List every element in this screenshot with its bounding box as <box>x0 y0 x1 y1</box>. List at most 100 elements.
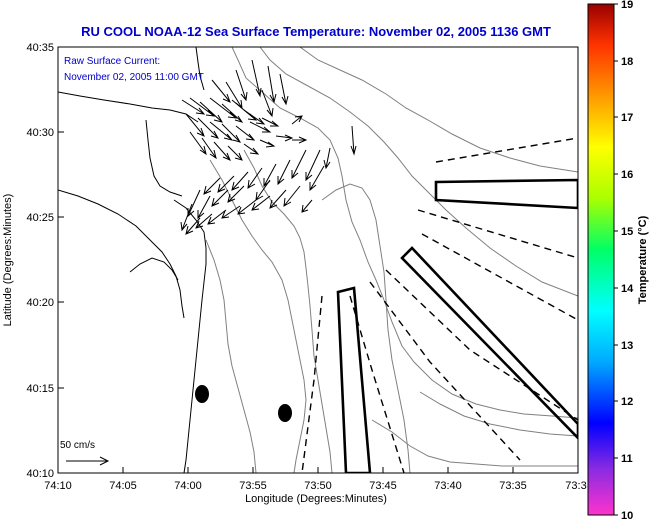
radar-beams <box>336 178 578 473</box>
current-vector <box>221 103 244 123</box>
current-vector <box>267 65 277 104</box>
colorbar-tick-labels: 19 18 17 16 15 14 13 12 11 10 <box>621 0 634 522</box>
current-vector <box>213 141 231 161</box>
bathymetry-contours <box>205 47 578 473</box>
axis-ticks <box>57 46 579 474</box>
colorbar-tick-label: 17 <box>621 112 633 124</box>
current-vector <box>201 137 217 160</box>
colorbar-tick-label: 14 <box>621 283 634 295</box>
current-vector <box>211 189 229 207</box>
current-vector <box>217 175 235 193</box>
colorbar-label: Temperature (°C) <box>637 215 649 304</box>
coast-line <box>58 91 199 123</box>
current-vector <box>189 131 207 156</box>
current-vector <box>221 205 241 219</box>
annotation-line-1: Raw Surface Current: <box>64 56 160 67</box>
beam-outline <box>336 286 372 473</box>
x-tick-label: 74:05 <box>109 480 137 492</box>
y-tick-labels: 40:35 40:30 40:25 40:20 40:15 40:10 <box>26 42 54 480</box>
coast-line <box>129 257 179 281</box>
annotation-line-2: November 02, 2005 11:00 GMT <box>64 72 204 83</box>
map-plot: Raw Surface Current: November 02, 2005 1… <box>58 47 578 473</box>
contour-line <box>299 47 578 173</box>
y-tick-label: 40:20 <box>26 297 54 309</box>
dashed-line <box>385 269 578 421</box>
station-marker <box>278 404 292 422</box>
current-vector <box>251 59 262 98</box>
current-vector <box>305 149 321 182</box>
current-vector <box>227 145 243 161</box>
current-vector <box>235 69 248 102</box>
colorbar-tick-label: 15 <box>621 226 633 238</box>
contour-line <box>371 419 578 467</box>
map-title: RU COOL NOAA-12 Sea Surface Temperature:… <box>81 24 551 39</box>
colorbar-tick-label: 13 <box>621 340 633 352</box>
current-vector <box>301 199 313 213</box>
scale-arrow <box>66 456 110 466</box>
current-vector <box>277 159 291 186</box>
current-vector <box>261 117 280 127</box>
current-vector <box>283 185 301 207</box>
contour-line <box>321 183 411 473</box>
current-vector <box>189 97 216 117</box>
current-vector <box>231 171 249 191</box>
y-tick-label: 40:25 <box>26 212 54 224</box>
current-vector <box>292 136 308 144</box>
current-vector <box>243 143 260 155</box>
current-vector <box>211 79 231 103</box>
colorbar-tick-label: 18 <box>621 56 633 68</box>
x-tick-labels: 74:10 74:05 74:00 73:55 73:50 73:45 73:4… <box>44 480 586 492</box>
y-tick-label: 40:30 <box>26 127 54 139</box>
coast-line <box>145 119 183 197</box>
contour-line <box>419 391 578 437</box>
current-vector <box>227 185 245 203</box>
colorbar <box>587 3 615 516</box>
current-vector <box>225 81 243 110</box>
contour-line <box>259 47 578 297</box>
current-vector <box>251 195 271 211</box>
x-tick-label: 74:10 <box>44 480 72 492</box>
colorbar-tick-label: 12 <box>621 396 633 408</box>
x-tick-label: 73:35 <box>499 480 527 492</box>
beam-outline <box>400 246 578 440</box>
current-vector <box>275 134 294 142</box>
current-vector <box>237 199 257 215</box>
current-vector <box>350 125 357 156</box>
y-tick-label: 40:15 <box>26 383 54 395</box>
current-vector <box>291 115 303 125</box>
x-tick-label: 73:3 <box>565 480 586 492</box>
contour-line <box>205 239 257 473</box>
current-vector <box>243 109 266 125</box>
dashed-line <box>435 137 578 163</box>
contour-line <box>231 47 578 419</box>
dashed-line <box>421 233 578 321</box>
current-vector <box>180 203 193 232</box>
x-tick-label: 73:45 <box>369 480 397 492</box>
beam-outline <box>434 178 578 210</box>
y-tick-label: 40:35 <box>26 42 54 54</box>
current-vector <box>255 179 271 201</box>
x-tick-label: 73:40 <box>434 480 462 492</box>
current-vector <box>221 123 242 143</box>
dashed-line <box>301 295 323 473</box>
current-vector <box>181 99 206 115</box>
station-marker <box>195 385 209 403</box>
coast-line <box>173 199 207 473</box>
dashed-line <box>417 209 578 259</box>
x-tick-label: 74:00 <box>174 480 202 492</box>
scale-label: 50 cm/s <box>60 440 95 451</box>
y-tick-label: 40:10 <box>26 468 54 480</box>
dashed-line <box>369 281 521 461</box>
colorbar-tick-label: 11 <box>621 453 633 465</box>
contour-line <box>243 149 333 473</box>
current-vector <box>209 121 234 141</box>
colorbar-tick-label: 10 <box>621 510 633 519</box>
current-vector <box>197 117 220 139</box>
plot-frame <box>57 46 579 474</box>
colorbar-tick-label: 16 <box>621 169 633 181</box>
y-axis-label: Latitude (Degrees:Minutes) <box>2 194 14 327</box>
current-vector <box>209 97 238 119</box>
current-vector <box>261 89 274 118</box>
contour-line <box>209 159 307 473</box>
